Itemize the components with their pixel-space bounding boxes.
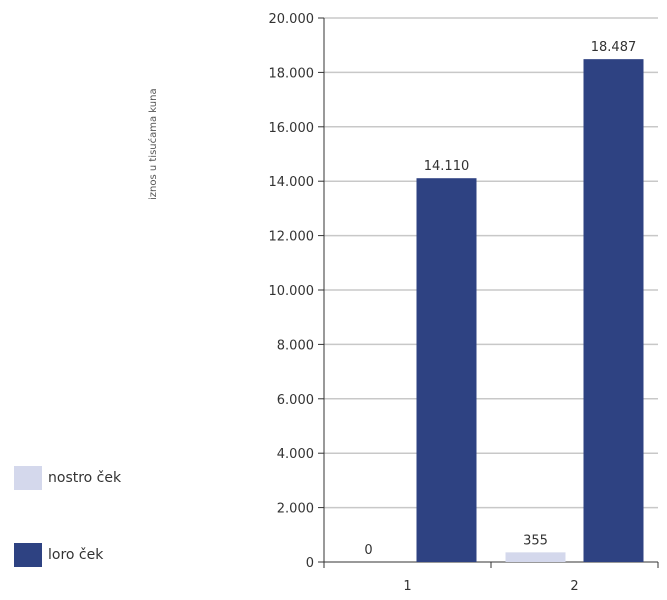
bar xyxy=(505,552,566,562)
data-label: 0 xyxy=(364,543,372,558)
bar xyxy=(583,59,644,563)
bar xyxy=(416,178,477,562)
y-tick-label: 4.000 xyxy=(277,447,314,462)
data-label: 18.487 xyxy=(591,40,637,55)
legend-swatch-nostro xyxy=(14,466,42,490)
legend-item-nostro: nostro ček xyxy=(14,466,121,490)
y-tick-label: 2.000 xyxy=(277,502,314,517)
legend-item-loro: loro ček xyxy=(14,543,103,567)
y-tick-label: 8.000 xyxy=(277,338,314,353)
legend-swatch-loro xyxy=(14,543,42,567)
y-tick-label: 10.000 xyxy=(269,284,315,299)
y-tick-label: 18.000 xyxy=(269,66,315,81)
y-tick-label: 14.000 xyxy=(269,175,315,190)
y-tick-label: 20.000 xyxy=(269,12,315,27)
y-tick-label: 6.000 xyxy=(277,393,314,408)
data-label: 14.110 xyxy=(424,159,470,174)
y-tick-label: 16.000 xyxy=(269,121,315,136)
y-tick-label: 12.000 xyxy=(269,230,315,245)
x-tick-label: 2 xyxy=(570,579,578,594)
legend-label-loro: loro ček xyxy=(48,547,104,563)
y-tick-label: 0 xyxy=(306,556,314,571)
data-label: 355 xyxy=(523,533,548,548)
legend-label-nostro: nostro ček xyxy=(48,470,122,486)
y-axis-label-text: iznos u tisućama kuna xyxy=(148,88,159,200)
x-tick-label: 1 xyxy=(403,579,411,594)
y-axis-label: iznos u tisućama kuna xyxy=(148,10,162,310)
